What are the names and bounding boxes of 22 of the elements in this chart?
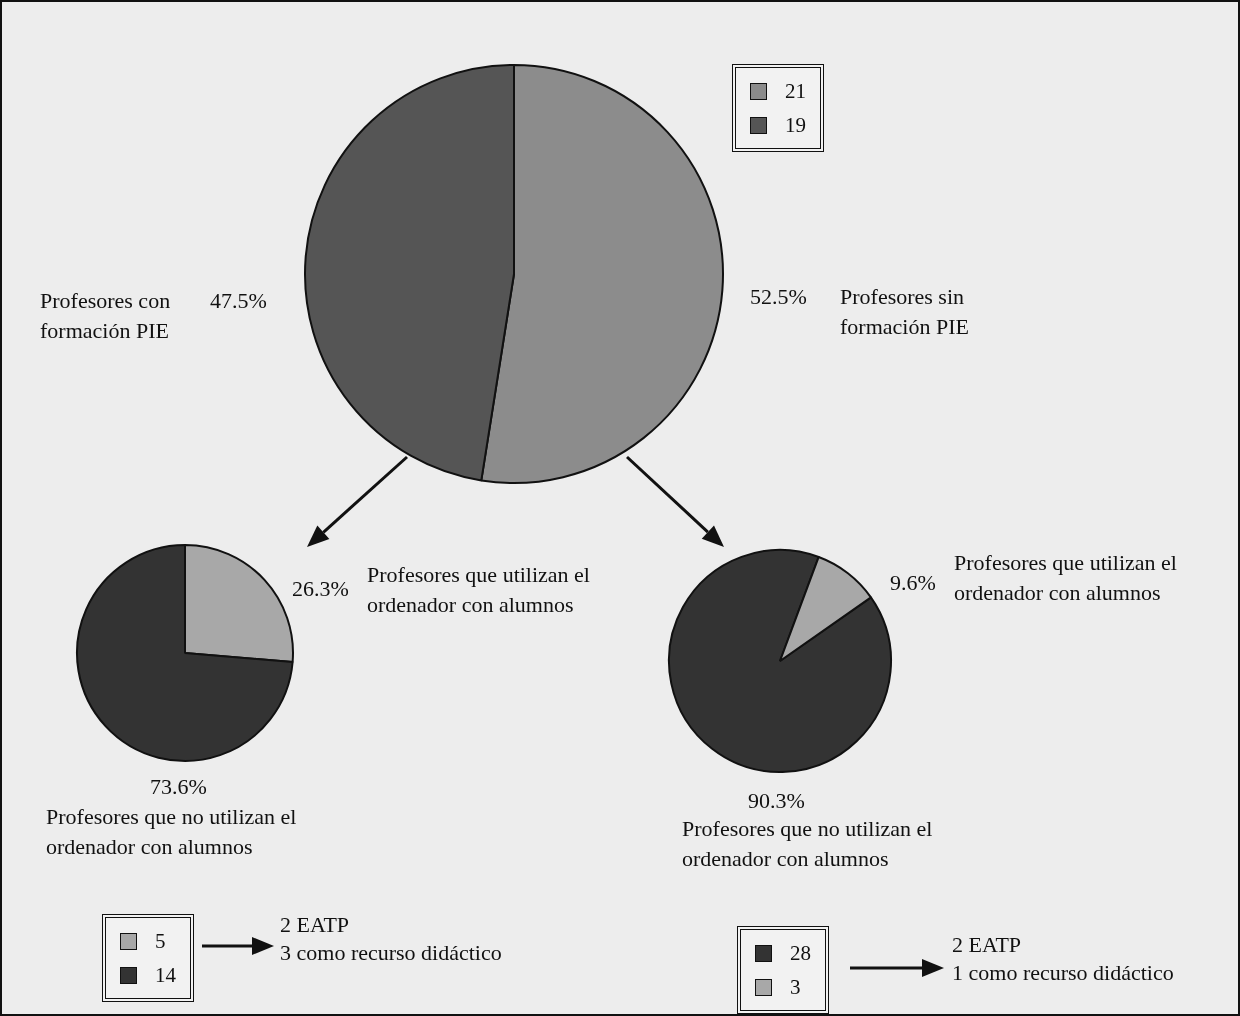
legend-label: 14	[155, 962, 176, 989]
text: Profesores sin formación PIE	[840, 283, 970, 341]
text: Profesores que no utilizan el ordenador con alumnos	[682, 815, 934, 873]
text: 3 como recurso didáctico	[280, 939, 503, 967]
legend-label: 3	[790, 974, 801, 1001]
text: 2 EATP	[280, 911, 351, 939]
legend-label: 28	[790, 940, 811, 967]
data-label: 52.5%	[750, 283, 807, 311]
legend-label: 19	[785, 112, 806, 139]
legend-label: 21	[785, 78, 806, 105]
text: Profesores con formación PIE	[40, 288, 171, 343]
data-label: 90.3%	[748, 787, 805, 815]
text: 2 EATP	[952, 931, 1023, 959]
data-label: 9.6%	[890, 569, 936, 597]
legend-label: 5	[155, 928, 166, 955]
data-label: 26.3%	[292, 575, 349, 603]
text: Profesores que utilizan el ordenador con alumnos	[367, 561, 591, 619]
text: Profesores que no utilizan el ordenador con alumnos	[46, 803, 298, 861]
text: Profesores que utilizan el ordenador con alumnos	[954, 549, 1178, 607]
data-label: 73.6%	[150, 773, 207, 801]
data-label: 47.5%	[210, 287, 267, 315]
text: 1 como recurso didáctico	[952, 959, 1175, 987]
